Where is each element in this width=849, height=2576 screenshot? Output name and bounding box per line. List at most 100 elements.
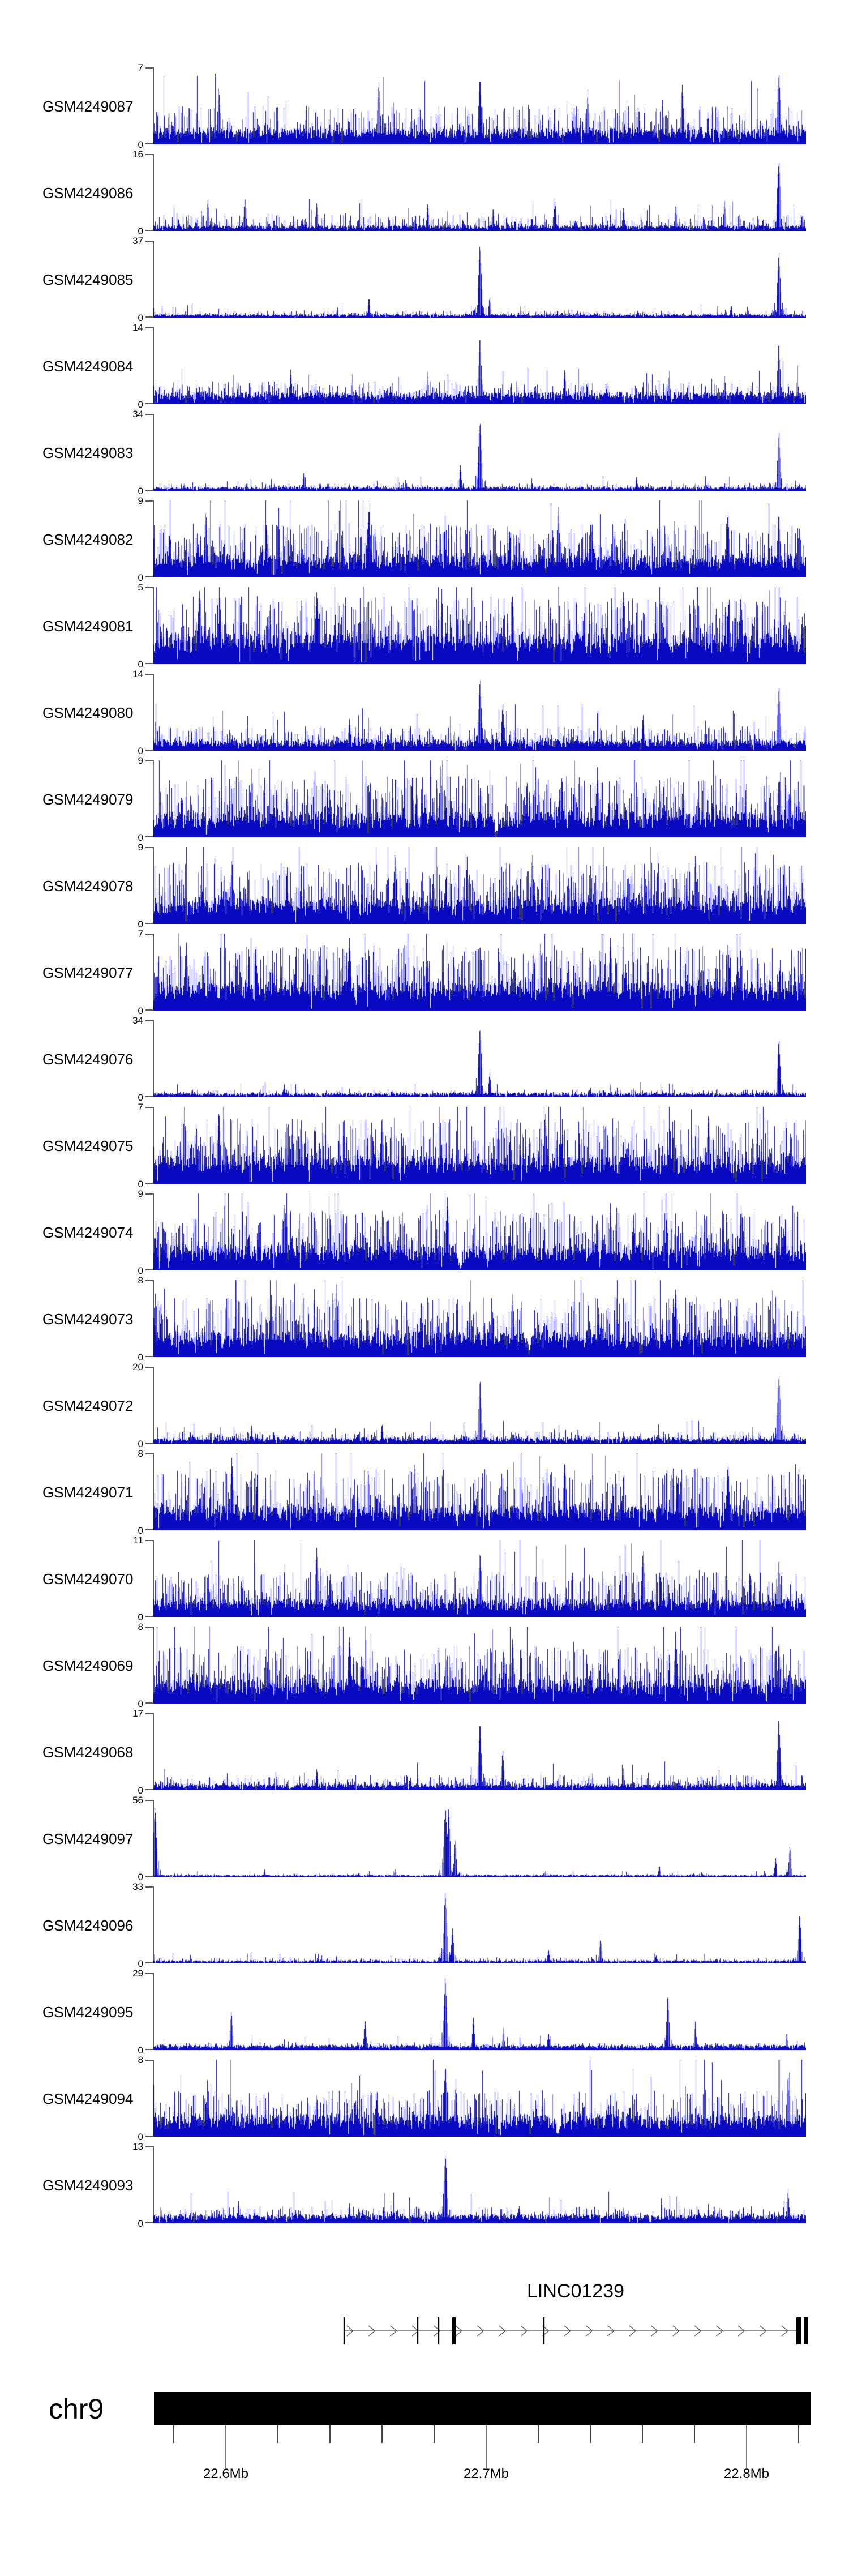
- track-ymax-label: 7: [138, 1102, 143, 1112]
- strand-arrow-icon: [585, 2325, 593, 2337]
- strand-arrow-icon: [716, 2325, 723, 2337]
- track-ymin-label: 0: [138, 486, 143, 497]
- track-sample-label: GSM4249093: [42, 2177, 134, 2194]
- track-ymax-label: 8: [138, 2055, 143, 2065]
- track-ymax-label: 56: [132, 1795, 143, 1805]
- track-ymin-label: 0: [138, 1785, 143, 1796]
- track-ymax-label: 9: [138, 755, 143, 766]
- track-ymin-label: 0: [138, 1439, 143, 1449]
- track-sample-label: GSM4249071: [42, 1484, 134, 1501]
- track-ymin-label: 0: [138, 1352, 143, 1363]
- axis-tick: [145, 1886, 153, 1888]
- coverage-signal-canvas: [153, 1800, 806, 1877]
- strand-arrow-icon: [434, 2325, 441, 2337]
- ruler-major-tick: [486, 2425, 487, 2468]
- axis-tick: [145, 490, 153, 491]
- axis-tick: [145, 2146, 153, 2147]
- track-ymax-label: 8: [138, 1621, 143, 1632]
- axis-tick: [145, 934, 153, 935]
- axis-tick: [145, 1193, 153, 1195]
- axis-tick: [145, 1367, 153, 1368]
- axis-tick: [145, 1020, 153, 1021]
- coverage-signal-canvas: [153, 1453, 806, 1530]
- strand-arrow-icon: [368, 2325, 376, 2337]
- strand-arrow-icon: [781, 2325, 789, 2337]
- coverage-signal-canvas: [153, 760, 806, 837]
- axis-tick: [145, 1453, 153, 1454]
- ruler-minor-tick: [590, 2425, 591, 2443]
- track-ymax-label: 9: [138, 495, 143, 506]
- track-ymax-label: 7: [138, 62, 143, 73]
- track-sample-label: GSM4249072: [42, 1397, 134, 1414]
- strand-arrow-icon: [629, 2325, 637, 2337]
- track-sample-label: GSM4249069: [42, 1657, 134, 1674]
- axis-tick: [145, 2136, 153, 2137]
- strand-arrow-icon: [760, 2325, 767, 2337]
- gene-exon: [796, 2317, 801, 2344]
- track-sample-label: GSM4249077: [42, 964, 134, 981]
- gene-exon: [343, 2317, 345, 2344]
- track-ymin-label: 0: [138, 1265, 143, 1276]
- track-ymax-label: 20: [132, 1362, 143, 1372]
- gene-name-label: LINC01239: [526, 2280, 625, 2302]
- axis-tick: [145, 241, 153, 242]
- track-sample-label: GSM4249095: [42, 2004, 134, 2021]
- track-ymin-label: 0: [138, 1698, 143, 1709]
- track-ymin-label: 0: [138, 919, 143, 930]
- ruler-minor-tick: [642, 2425, 643, 2443]
- chromosome-bar: [154, 2392, 811, 2425]
- track-sample-label: GSM4249079: [42, 791, 134, 808]
- coverage-signal-canvas: [153, 414, 806, 491]
- axis-tick: [145, 316, 153, 318]
- track-sample-label: GSM4249075: [42, 1137, 134, 1154]
- axis-tick: [145, 1962, 153, 1963]
- track-sample-label: GSM4249084: [42, 358, 134, 375]
- track-ymin-label: 0: [138, 226, 143, 237]
- axis-tick: [145, 403, 153, 404]
- axis-tick: [145, 847, 153, 848]
- track-sample-label: GSM4249097: [42, 1830, 134, 1847]
- strand-arrow-icon: [499, 2325, 506, 2337]
- track-ymax-label: 5: [138, 582, 143, 593]
- axis-tick: [145, 1713, 153, 1714]
- axis-tick: [145, 1183, 153, 1184]
- track-ymin-label: 0: [138, 1525, 143, 1536]
- track-ymax-label: 9: [138, 1188, 143, 1199]
- track-ymin-label: 0: [138, 659, 143, 670]
- axis-tick: [145, 750, 153, 751]
- ruler-minor-tick: [277, 2425, 278, 2443]
- ruler-minor-tick: [381, 2425, 383, 2443]
- track-ymax-label: 17: [132, 1708, 143, 1719]
- axis-tick: [145, 1269, 153, 1270]
- coverage-signal-canvas: [153, 2146, 806, 2223]
- coverage-signal-canvas: [153, 847, 806, 924]
- track-ymin-label: 0: [138, 572, 143, 583]
- strand-arrow-icon: [455, 2325, 463, 2337]
- track-ymin-label: 0: [138, 139, 143, 150]
- track-ymax-label: 34: [132, 1015, 143, 1026]
- track-ymin-label: 0: [138, 2045, 143, 2056]
- ruler-minor-tick: [173, 2425, 174, 2443]
- coverage-signal-canvas: [153, 1020, 806, 1097]
- track-ymax-label: 33: [132, 1881, 143, 1892]
- ruler-minor-tick: [538, 2425, 539, 2443]
- coverage-signal-canvas: [153, 500, 806, 577]
- axis-tick: [145, 1627, 153, 1628]
- coverage-signal-canvas: [153, 1367, 806, 1444]
- track-sample-label: GSM4249094: [42, 2090, 134, 2107]
- coverage-signal-canvas: [153, 1713, 806, 1790]
- axis-tick: [145, 1009, 153, 1011]
- track-ymin-label: 0: [138, 313, 143, 323]
- axis-tick: [145, 500, 153, 502]
- axis-tick: [145, 576, 153, 577]
- track-sample-label: GSM4249087: [42, 98, 134, 115]
- axis-tick: [145, 760, 153, 761]
- gene-exon: [543, 2317, 545, 2344]
- axis-tick: [145, 1096, 153, 1097]
- axis-tick: [145, 1800, 153, 1801]
- coverage-signal-canvas: [153, 1107, 806, 1184]
- ruler-minor-tick: [329, 2425, 331, 2443]
- coverage-signal-canvas: [153, 241, 806, 318]
- coverage-signal-canvas: [153, 1193, 806, 1270]
